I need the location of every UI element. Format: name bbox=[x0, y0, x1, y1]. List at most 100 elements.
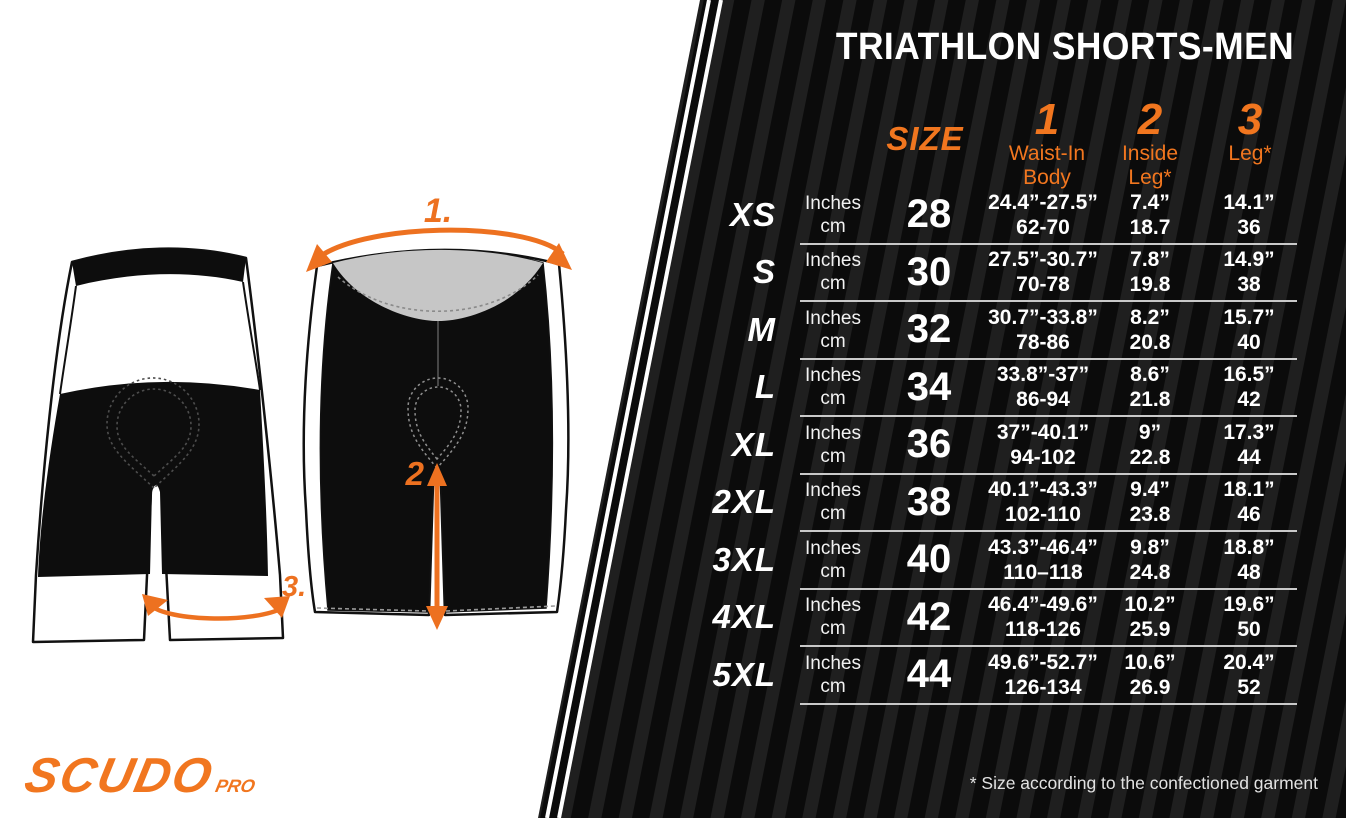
units-cell: Inches cm bbox=[805, 652, 861, 697]
size-number: 40 bbox=[906, 537, 952, 582]
waist-cell: 30.7”-33.8” 78-86 bbox=[988, 305, 1098, 354]
page-title: TRIATHLON SHORTS-MEN bbox=[835, 26, 1295, 68]
leg-cell: 18.8” 48 bbox=[1223, 535, 1275, 584]
waist-cell: 27.5”-30.7” 70-78 bbox=[988, 248, 1098, 297]
row-separator bbox=[800, 645, 1297, 647]
size-number: 30 bbox=[906, 249, 952, 294]
units-cell: Inches cm bbox=[805, 365, 861, 410]
column-header-leg: 3 Leg* bbox=[1194, 95, 1306, 167]
size-column-header: SIZE bbox=[886, 120, 964, 157]
waist-inches: 24.4”-27.5” bbox=[988, 190, 1098, 214]
inseam-cell: 8.6” 21.8 bbox=[1129, 363, 1171, 412]
shorts-front-diagram bbox=[302, 248, 570, 617]
size-number: 38 bbox=[906, 479, 952, 524]
size-number: 32 bbox=[906, 307, 952, 352]
size-label: S bbox=[752, 253, 776, 291]
size-label: M bbox=[747, 310, 776, 348]
inseam-cm: 18.7 bbox=[1129, 215, 1171, 239]
column-label-waist-1: Waist-In bbox=[1008, 142, 1086, 165]
size-label: 2XL bbox=[712, 483, 776, 521]
leg-cell: 19.6” 50 bbox=[1223, 593, 1275, 642]
table-row-xs: XS Inches cm 28 24.4”-27.5” 62-70 7.4” 18.7… bbox=[690, 186, 1302, 244]
table-row-2xl: 2XL Inches cm 38 40.1”-43.3” 102-110 9.4” 2… bbox=[690, 474, 1302, 532]
logo-suffix: PRO bbox=[213, 776, 257, 796]
inseam-inches: 7.4” bbox=[1130, 190, 1170, 214]
table-row-m: M Inches cm 32 30.7”-33.8” 78-86 8.2” 20.8 … bbox=[690, 301, 1302, 359]
column-number-1: 1 bbox=[1034, 95, 1060, 144]
inseam-arrow bbox=[426, 463, 448, 630]
column-header-inseam: 2 Inside Leg* bbox=[1094, 95, 1206, 189]
table-row-xl: XL Inches cm 36 37”-40.1” 94-102 9” 22.8 17… bbox=[690, 416, 1302, 474]
shorts-diagrams: 1. 2 3. bbox=[31, 192, 572, 644]
black-panel bbox=[538, 0, 1346, 818]
waist-cell: 49.6”-52.7” 126-134 bbox=[988, 650, 1098, 699]
logo-brand: SCUDO bbox=[20, 749, 219, 803]
units-cell: Inches cm bbox=[805, 595, 861, 640]
waist-cell: 24.4”-27.5” 62-70 bbox=[982, 190, 1104, 240]
inseam-cell: 9” 22.8 bbox=[1129, 420, 1171, 469]
column-number-2: 2 bbox=[1137, 95, 1163, 144]
waist-cm: 62-70 bbox=[1016, 215, 1070, 239]
row-separator bbox=[800, 702, 1297, 705]
column-label-inseam-1: Inside bbox=[1121, 142, 1179, 165]
size-label: 3XL bbox=[712, 540, 776, 578]
back-lower-panel bbox=[38, 381, 268, 577]
row-separator bbox=[800, 472, 1297, 475]
units-cell: Inches cm bbox=[805, 307, 861, 352]
size-label: XL bbox=[731, 425, 776, 463]
column-label-inseam-2: Leg* bbox=[1128, 166, 1172, 189]
column-header-waist: 1 Waist-In Body bbox=[991, 95, 1103, 189]
size-number: 28 bbox=[906, 192, 952, 237]
units-cell: Inches cm bbox=[805, 250, 861, 295]
size-label: XS bbox=[729, 195, 776, 233]
units-cell: Inches cm bbox=[790, 192, 876, 238]
unit-cm: cm bbox=[820, 215, 846, 237]
row-separator bbox=[800, 530, 1297, 532]
size-label: L bbox=[754, 368, 776, 406]
waist-cell: 40.1”-43.3” 102-110 bbox=[988, 478, 1098, 527]
row-separator bbox=[800, 357, 1297, 360]
inseam-cell: 10.2” 25.9 bbox=[1124, 593, 1176, 642]
size-number: 36 bbox=[906, 422, 952, 467]
scudo-pro-logo: SCUDOPRO bbox=[20, 748, 263, 804]
row-separator bbox=[800, 587, 1297, 590]
size-table: XS Inches cm 28 24.4”-27.5” 62-70 7.4” 18.7… bbox=[690, 186, 1302, 705]
waist-label: 1. bbox=[424, 192, 452, 230]
size-label: 5XL bbox=[712, 655, 776, 693]
table-row-4xl: 4XL Inches cm 42 46.4”-49.6” 118-126 10.2”… bbox=[690, 589, 1302, 647]
table-row-l: L Inches cm 34 33.8”-37” 86-94 8.6” 21.8 16… bbox=[690, 359, 1302, 417]
waist-cell: 33.8”-37” 86-94 bbox=[996, 363, 1090, 412]
units-cell: Inches cm bbox=[805, 537, 861, 582]
column-label-leg-1: Leg* bbox=[1228, 142, 1272, 165]
inseam-cell: 9.4” 23.8 bbox=[1129, 478, 1171, 527]
leg-cm: 36 bbox=[1237, 215, 1261, 239]
edge-pinstripe-2 bbox=[557, 0, 723, 818]
leg-cell: 20.4” 52 bbox=[1223, 650, 1275, 699]
inseam-cell: 10.6” 26.9 bbox=[1124, 650, 1176, 699]
table-row-3xl: 3XL Inches cm 40 43.3”-46.4” 110–118 9.8” 2… bbox=[690, 531, 1302, 589]
hem-stitch-line bbox=[316, 605, 556, 612]
leg-cell: 18.1” 46 bbox=[1223, 478, 1275, 527]
leg-cell: 17.3” 44 bbox=[1223, 420, 1275, 469]
column-label-waist-2: Body bbox=[1023, 166, 1071, 189]
leg-cell: 14.1” 36 bbox=[1196, 190, 1302, 240]
size-number: 34 bbox=[906, 364, 952, 409]
leg-label: 3. bbox=[282, 571, 306, 603]
leg-arrow bbox=[142, 594, 290, 621]
inseam-label: 2 bbox=[405, 455, 425, 492]
inseam-cell: 8.2” 20.8 bbox=[1129, 305, 1171, 354]
inseam-cell: 7.4” 18.7 bbox=[1104, 190, 1196, 240]
leg-cell: 14.9” 38 bbox=[1223, 248, 1275, 297]
size-number: 42 bbox=[906, 594, 952, 639]
waist-cell: 46.4”-49.6” 118-126 bbox=[988, 593, 1098, 642]
front-pad-outline bbox=[407, 377, 469, 470]
inseam-cell: 9.8” 24.8 bbox=[1129, 535, 1171, 584]
waist-arrowhead-right bbox=[546, 243, 572, 270]
unit-inches: Inches bbox=[805, 192, 861, 214]
row-separator bbox=[800, 242, 1297, 245]
units-cell: Inches cm bbox=[805, 480, 861, 525]
waist-stitch-line bbox=[337, 274, 539, 313]
column-number-3: 3 bbox=[1237, 95, 1263, 144]
